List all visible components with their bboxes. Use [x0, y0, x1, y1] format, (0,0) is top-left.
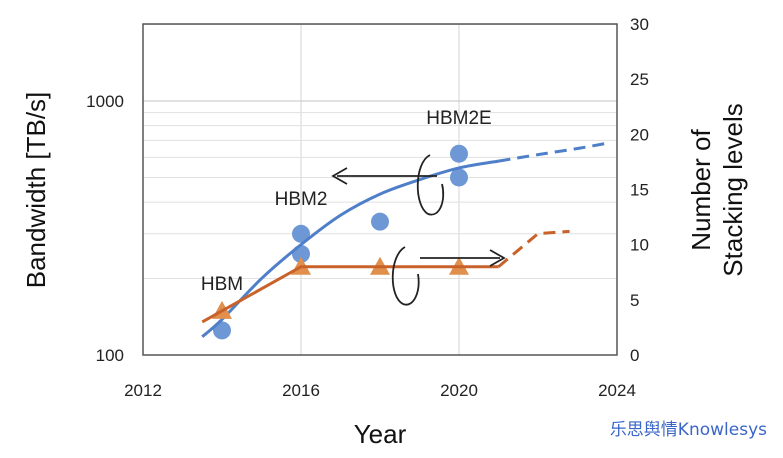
left-axis-curl [416, 154, 445, 216]
bandwidth-point [371, 212, 389, 231]
generation-label: HBM2E [426, 108, 491, 129]
y-right-tick-label: 30 [630, 15, 649, 34]
y-right-tick-label: 25 [630, 70, 649, 89]
stacking-projection-line [497, 229, 570, 268]
grid [143, 24, 617, 355]
bandwidth-point [213, 321, 231, 340]
y-right-tick-label: 10 [630, 236, 649, 255]
generation-label: HBM [201, 274, 243, 295]
y-left-tick-label: 100 [96, 346, 124, 365]
x-tick-label: 2024 [598, 381, 636, 400]
plot-frame [142, 23, 618, 356]
tick-labels: 2012 2016 2020 2024 100 1000 0 5 10 15 20 25 30 [86, 15, 649, 400]
bandwidth-point [450, 168, 468, 187]
y-left-axis-title: Bandwidth [TB/s] [21, 92, 51, 289]
series-layer [201, 142, 606, 340]
bandwidth-fit-line [201, 159, 499, 338]
y-right-axis-title-line1: Number of [686, 129, 716, 251]
y-right-tick-label: 20 [630, 125, 649, 144]
y-left-tick-label: 1000 [86, 92, 124, 111]
left-axis-arrow-head [331, 167, 348, 185]
annotations: HBM HBM2 HBM2E [201, 108, 492, 295]
stacking-trend-line [201, 265, 499, 324]
right-axis-curl [391, 246, 420, 306]
generation-label: HBM2 [275, 189, 328, 210]
bandwidth-projection-line [498, 142, 606, 163]
x-tick-label: 2020 [440, 381, 478, 400]
y-right-axis-title-line2: Stacking levels [718, 103, 748, 276]
axis-arrows [331, 154, 506, 306]
y-right-tick-label: 15 [630, 181, 649, 200]
y-right-tick-label: 5 [630, 291, 639, 310]
x-tick-label: 2016 [282, 381, 320, 400]
x-axis-title: Year [354, 419, 407, 449]
bandwidth-point [450, 144, 468, 163]
watermark: 乐思舆情Knowlesys [609, 420, 767, 440]
x-tick-label: 2012 [124, 381, 162, 400]
y-right-tick-label: 0 [630, 346, 639, 365]
right-axis-arrow-head [489, 249, 506, 267]
bandwidth-point [292, 224, 310, 243]
